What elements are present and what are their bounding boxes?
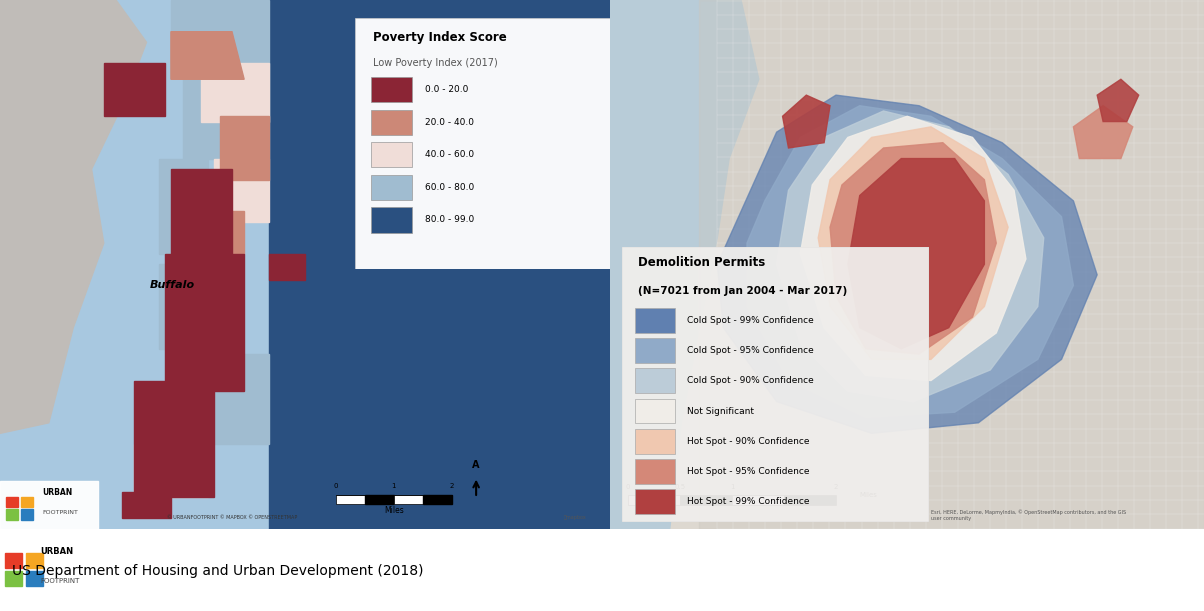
- Polygon shape: [171, 254, 220, 327]
- Text: Hot Spot - 90% Confidence: Hot Spot - 90% Confidence: [687, 437, 809, 446]
- Bar: [365, 496, 394, 503]
- Bar: [635, 399, 674, 423]
- Bar: [371, 208, 412, 233]
- Polygon shape: [213, 158, 268, 222]
- Polygon shape: [171, 32, 244, 79]
- Text: Miles: Miles: [860, 492, 878, 498]
- Text: Poverty Index Score: Poverty Index Score: [373, 31, 507, 44]
- Text: 80.0 - 99.0: 80.0 - 99.0: [425, 216, 474, 224]
- Text: 40.0 - 60.0: 40.0 - 60.0: [425, 150, 474, 159]
- Bar: [635, 429, 674, 453]
- Text: 0: 0: [334, 483, 338, 489]
- Polygon shape: [165, 254, 244, 391]
- Text: 0: 0: [626, 484, 631, 490]
- Polygon shape: [718, 95, 1097, 433]
- Bar: [635, 459, 674, 484]
- Text: Low Poverty Index (2017): Low Poverty Index (2017): [373, 59, 498, 68]
- Text: Ⓜmapbox: Ⓜmapbox: [563, 515, 586, 520]
- Bar: [635, 489, 674, 514]
- Bar: [371, 175, 412, 200]
- Bar: [394, 496, 423, 503]
- Polygon shape: [135, 444, 207, 497]
- Text: Cold Spot - 99% Confidence: Cold Spot - 99% Confidence: [687, 316, 814, 325]
- Bar: [680, 496, 732, 505]
- Polygon shape: [610, 0, 759, 529]
- Bar: [700, 0, 1204, 529]
- Text: 1: 1: [391, 483, 396, 489]
- Text: FOOTPRINT: FOOTPRINT: [42, 510, 78, 515]
- Text: 2: 2: [449, 483, 454, 489]
- Polygon shape: [183, 64, 268, 158]
- Polygon shape: [1074, 106, 1133, 158]
- Text: (N=7021 from Jan 2004 - Mar 2017): (N=7021 from Jan 2004 - Mar 2017): [638, 286, 848, 296]
- Text: URBAN: URBAN: [42, 488, 73, 497]
- Text: Demolition Permits: Demolition Permits: [638, 255, 765, 269]
- Text: Not Significant: Not Significant: [687, 406, 754, 415]
- Bar: [20, 510, 33, 520]
- Text: Cold Spot - 90% Confidence: Cold Spot - 90% Confidence: [687, 376, 814, 386]
- Text: Hot Spot - 95% Confidence: Hot Spot - 95% Confidence: [687, 467, 809, 476]
- Polygon shape: [159, 158, 207, 254]
- Polygon shape: [159, 264, 220, 349]
- Bar: [635, 368, 674, 393]
- Polygon shape: [777, 111, 1044, 401]
- Bar: [0, 481, 98, 529]
- Polygon shape: [746, 106, 1074, 417]
- Bar: [6, 510, 18, 520]
- Bar: [371, 77, 412, 102]
- Bar: [6, 497, 18, 507]
- Polygon shape: [201, 64, 268, 122]
- Text: 1: 1: [730, 484, 734, 490]
- Text: 20.0 - 40.0: 20.0 - 40.0: [425, 118, 474, 127]
- Bar: [371, 142, 412, 167]
- Polygon shape: [183, 211, 244, 254]
- Text: US Department of Housing and Urban Development (2018): US Department of Housing and Urban Devel…: [12, 565, 424, 579]
- Text: 0.0 - 20.0: 0.0 - 20.0: [425, 85, 468, 94]
- Bar: [26, 554, 43, 568]
- Text: URBAN: URBAN: [41, 547, 73, 556]
- Bar: [635, 338, 674, 363]
- Bar: [371, 110, 412, 135]
- Bar: [5, 571, 22, 587]
- Bar: [784, 496, 836, 505]
- Polygon shape: [135, 381, 213, 497]
- Polygon shape: [0, 0, 147, 433]
- Polygon shape: [268, 0, 610, 529]
- Polygon shape: [848, 158, 985, 349]
- Text: Miles: Miles: [384, 506, 403, 514]
- Text: © URBANFOOTPRINT © MAPBOX © OPENSTREETMAP: © URBANFOOTPRINT © MAPBOX © OPENSTREETMA…: [167, 515, 297, 520]
- Text: Hot Spot - 99% Confidence: Hot Spot - 99% Confidence: [687, 497, 809, 507]
- Polygon shape: [801, 116, 1026, 381]
- Text: Esri, HERE, DeLorme, MapmyIndia, © OpenStreetMap contributors, and the GIS
user : Esri, HERE, DeLorme, MapmyIndia, © OpenS…: [931, 509, 1126, 521]
- Text: 60.0 - 80.0: 60.0 - 80.0: [425, 183, 474, 192]
- Polygon shape: [830, 143, 996, 354]
- Bar: [5, 554, 22, 568]
- Text: Buffalo: Buffalo: [149, 280, 195, 290]
- Text: FOOTPRINT: FOOTPRINT: [41, 578, 79, 584]
- Bar: [732, 496, 784, 505]
- Polygon shape: [183, 354, 268, 444]
- Bar: [423, 496, 452, 503]
- Polygon shape: [1097, 79, 1139, 122]
- Polygon shape: [268, 254, 306, 280]
- Polygon shape: [783, 95, 830, 148]
- Text: Cold Spot - 95% Confidence: Cold Spot - 95% Confidence: [687, 346, 814, 355]
- Bar: [20, 497, 33, 507]
- Bar: [628, 496, 680, 505]
- Polygon shape: [104, 64, 165, 116]
- Polygon shape: [819, 127, 1008, 359]
- Text: A: A: [472, 460, 480, 470]
- Polygon shape: [220, 116, 268, 180]
- Bar: [336, 496, 365, 503]
- Polygon shape: [171, 0, 268, 64]
- Polygon shape: [122, 491, 171, 518]
- Bar: [26, 571, 43, 587]
- Text: 0.5: 0.5: [674, 484, 686, 490]
- Polygon shape: [171, 169, 232, 254]
- Text: 2: 2: [834, 484, 838, 490]
- Bar: [635, 308, 674, 333]
